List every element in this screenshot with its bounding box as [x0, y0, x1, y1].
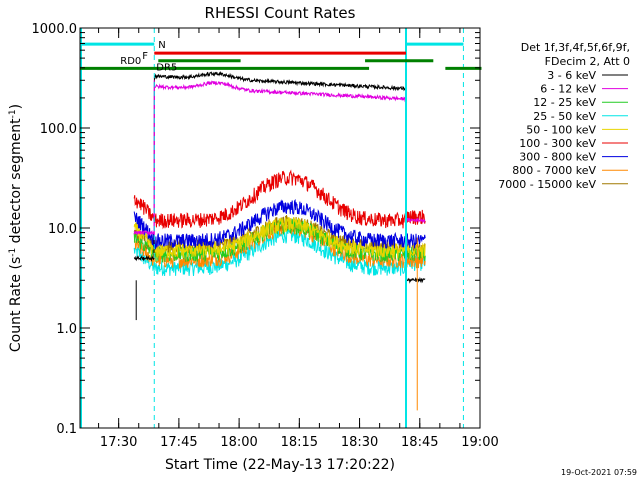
chart-title: RHESSI Count Rates	[205, 4, 356, 22]
y-axis-label-part: detector segment	[8, 118, 24, 248]
x-tick-label: 18:00	[220, 435, 257, 450]
flag-label-dr5: DR5	[156, 62, 177, 73]
series-line-1	[133, 80, 426, 237]
legend-entry: 6 - 12 keV	[540, 83, 596, 96]
flag-label-f: F	[142, 51, 148, 62]
legend-entry: 50 - 100 keV	[526, 123, 596, 136]
legend-entry: 800 - 7000 keV	[512, 164, 596, 177]
series-line-4	[133, 217, 426, 259]
x-tick-label: 17:45	[160, 435, 197, 450]
legend-header: FDecim 2, Att 0	[545, 55, 630, 68]
series-line-6	[133, 198, 426, 250]
series-line-5	[133, 169, 426, 230]
series-line-0	[133, 70, 426, 284]
x-tick-label: 19:00	[461, 435, 498, 450]
legend-entry: 25 - 50 keV	[533, 110, 596, 123]
flag-label-n: N	[158, 40, 165, 51]
y-tick-label: 0.1	[56, 422, 77, 437]
x-tick-label: 18:45	[401, 435, 438, 450]
series-line-7	[133, 219, 426, 269]
y-tick-label: 1.0	[56, 322, 77, 337]
y-axis-label: Count Rate (s-1 detector segment-1)	[8, 104, 24, 352]
y-axis-label-part: Count Rate (s	[8, 257, 24, 352]
x-tick-label: 17:30	[100, 435, 137, 450]
legend-entry: 100 - 300 keV	[519, 137, 596, 150]
legend-entry: 7000 - 15000 keV	[498, 178, 596, 191]
legend-entry: 300 - 800 keV	[519, 151, 596, 164]
y-tick-label: 10.0	[48, 222, 77, 237]
flag-label-rd0: RD0	[120, 56, 141, 67]
legend-entry: 3 - 6 keV	[547, 69, 596, 82]
legend: Det 1f,3f,4f,5f,6f,9f,FDecim 2, Att 03 -…	[498, 41, 630, 191]
y-axis-label-part: -1	[8, 248, 18, 257]
axis-layer: 0.1 1.0 10.0 100.0 1000.0 17:30 17:45 18:00 18:1…	[32, 22, 499, 450]
x-tick-label: 18:30	[341, 435, 378, 450]
y-tick-label: 100.0	[40, 122, 77, 137]
x-tick-label: 18:15	[281, 435, 318, 450]
legend-entry: 12 - 25 keV	[533, 96, 596, 109]
footer-date: 19-Oct-2021 07:59	[561, 468, 637, 477]
y-tick-label: 1000.0	[32, 22, 78, 37]
y-axis-label-part: -1	[8, 109, 18, 118]
y-axis-label-part: )	[8, 104, 24, 109]
x-axis-label: Start Time (22-May-13 17:20:22)	[165, 457, 395, 473]
legend-header: Det 1f,3f,4f,5f,6f,9f,	[521, 41, 630, 54]
